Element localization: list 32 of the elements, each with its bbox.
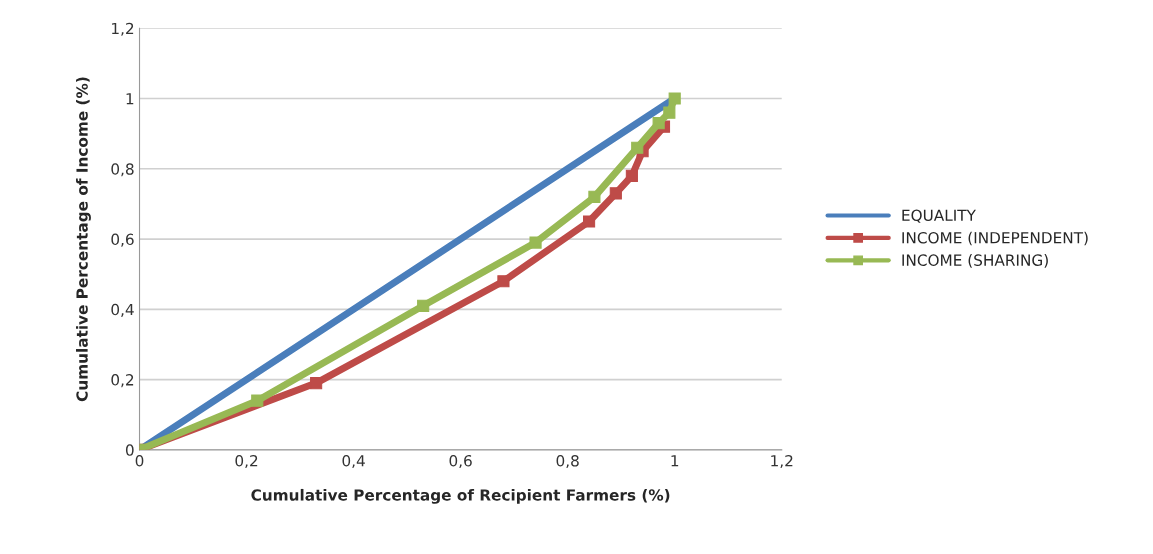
point [609, 187, 622, 200]
y-axis-title: Cumulative Percentage of Income (%) [76, 77, 91, 402]
x-tick-label: 0,4 [342, 454, 365, 469]
point [497, 275, 510, 288]
y-tick-label: 1,2 [112, 22, 134, 36]
point [588, 190, 601, 203]
x-axis-title: Cumulative Percentage of Recipient Farmers (%) [251, 488, 670, 504]
y-tick-label: 1 [126, 93, 134, 105]
x-tick-label: 1 [671, 455, 679, 467]
point [310, 377, 323, 390]
legend-label: INCOME (SHARING) [902, 254, 1048, 268]
point [631, 141, 644, 154]
point [582, 215, 596, 228]
point [668, 92, 681, 105]
point [251, 394, 264, 407]
y-tick-label: 0 [125, 444, 134, 456]
y-tick-label: 0,2 [111, 374, 134, 388]
x-tick-label: 0,2 [235, 454, 258, 469]
point [529, 236, 542, 249]
point [625, 169, 638, 182]
point [663, 106, 676, 119]
y-tick-label: 0,8 [111, 163, 134, 177]
x-tick-label: 0,8 [556, 454, 579, 469]
point [417, 299, 430, 312]
y-tick-label: 0,6 [111, 233, 134, 247]
point [652, 117, 665, 130]
legend-label: INCOME (INDEPENDENT) [902, 231, 1088, 246]
x-tick-label: 0 [135, 454, 144, 467]
legend-label: EQUALITY [902, 209, 976, 223]
x-tick-label: 0,6 [449, 454, 472, 469]
x-tick-label: 1,2 [771, 454, 793, 469]
y-tick-label: 0,4 [111, 303, 134, 317]
